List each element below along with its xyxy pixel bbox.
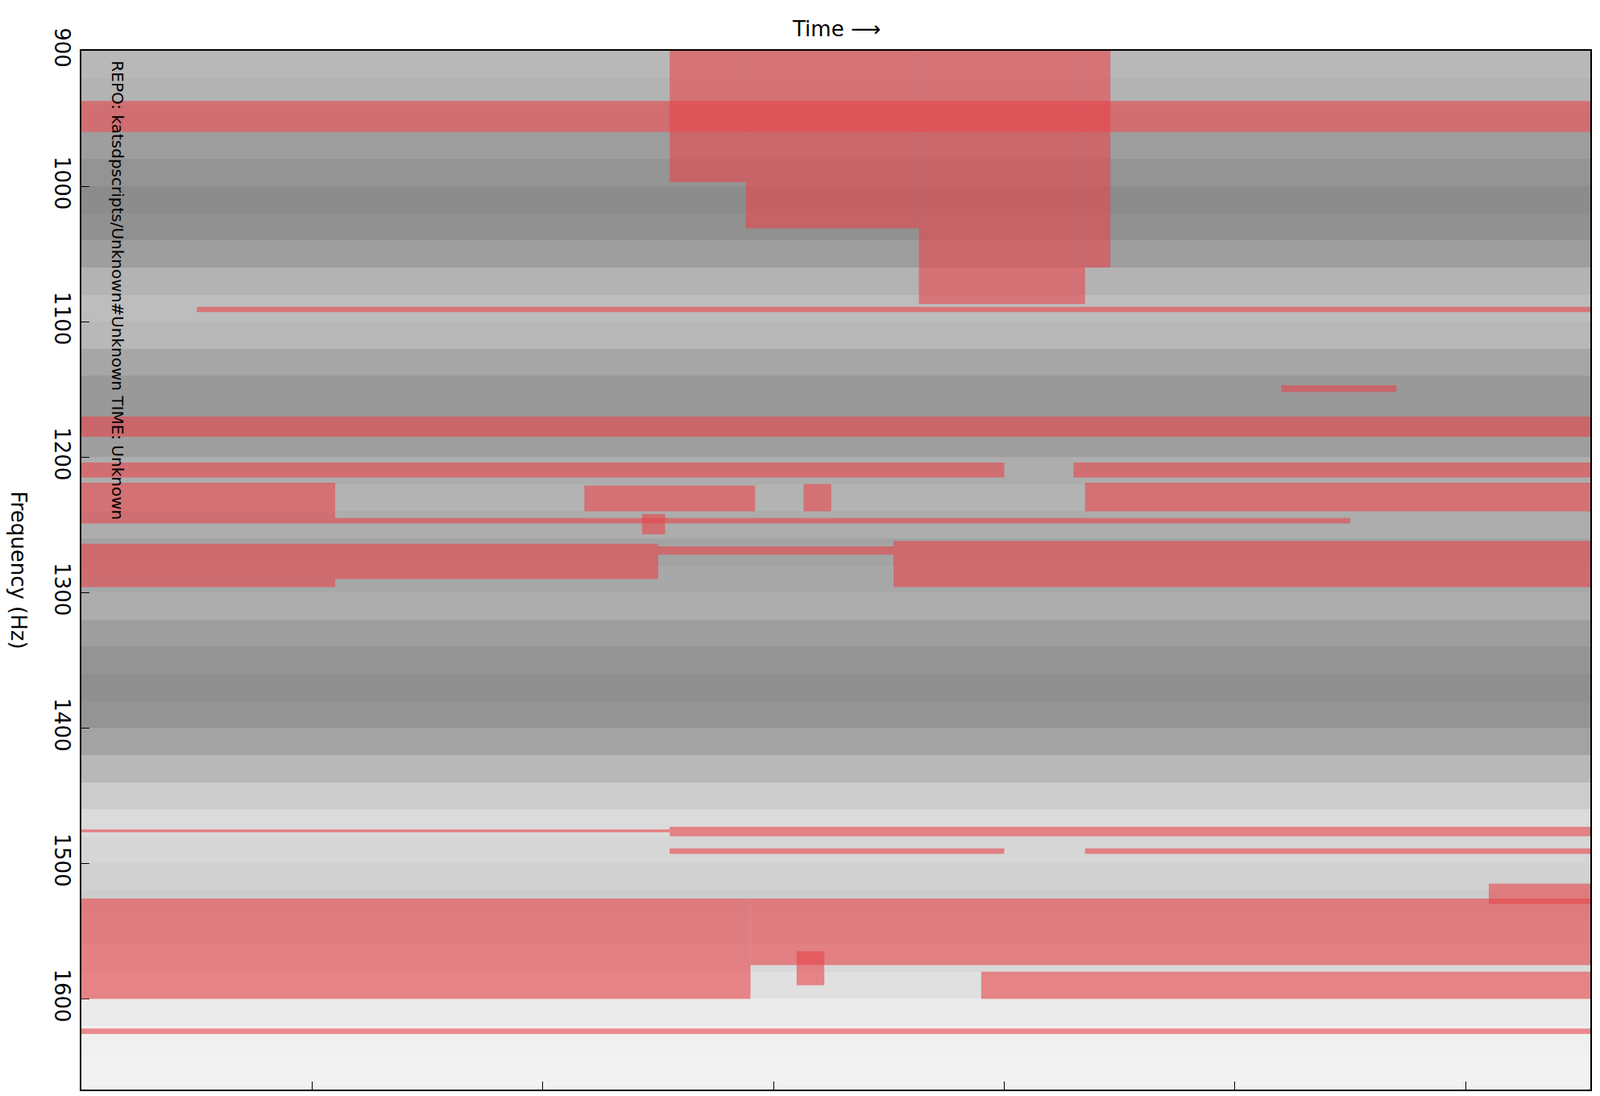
svg-text:1400: 1400 — [49, 697, 75, 751]
svg-text:1200: 1200 — [49, 426, 75, 481]
svg-text:1600: 1600 — [49, 968, 75, 1022]
svg-text:Time ⟶: Time ⟶ — [791, 16, 881, 42]
svg-text:1100: 1100 — [49, 291, 75, 345]
svg-text:900: 900 — [49, 27, 75, 68]
svg-text:1000: 1000 — [49, 156, 75, 210]
svg-text:REPO: katsdpscripts/Unknown#Un: REPO: katsdpscripts/Unknown#Unknown TIME… — [107, 60, 128, 520]
svg-text:1500: 1500 — [49, 833, 75, 887]
svg-text:1300: 1300 — [49, 562, 75, 616]
svg-text:Frequency (Hz): Frequency (Hz) — [6, 491, 31, 650]
